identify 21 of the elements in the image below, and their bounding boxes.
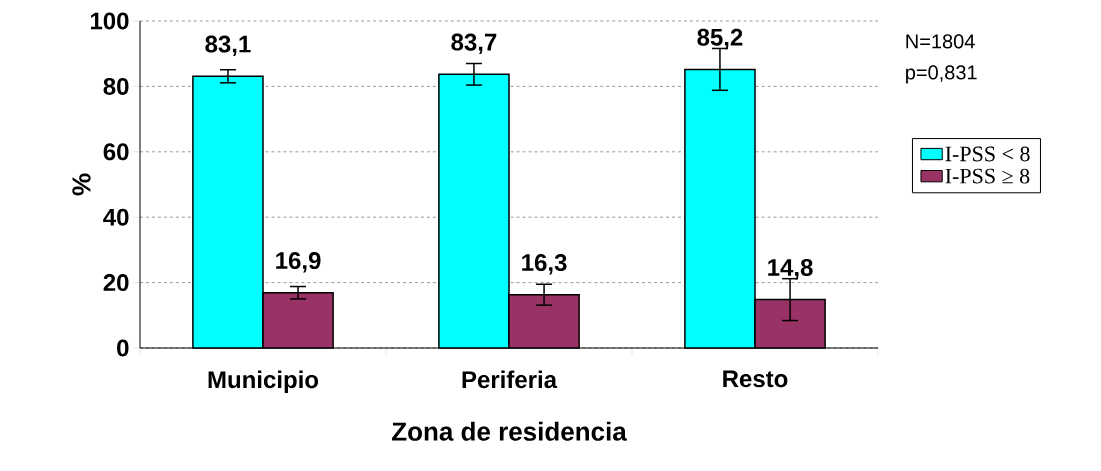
legend-label: I-PSS ≥ 8: [945, 168, 1030, 184]
y-tick-label: 0: [117, 339, 129, 357]
y-tick-label: 80: [103, 77, 129, 95]
data-label: 83,1: [205, 35, 251, 57]
y-tick-label: 20: [103, 274, 129, 292]
data-label: 85,2: [697, 28, 743, 50]
text: p=0,831: [906, 65, 977, 84]
y-tick-label: 40: [103, 208, 129, 226]
data-label: 16,3: [522, 254, 567, 275]
data-label: 83,7: [451, 33, 497, 55]
y-tick-label: 60: [103, 143, 129, 161]
y-axis-title: %: [72, 173, 91, 196]
y-tick-label: 100: [90, 12, 129, 30]
x-tick-label: Municipio: [208, 370, 319, 393]
data-label: 14,8: [768, 258, 813, 280]
data-label: 16,9: [276, 252, 321, 273]
text: N=1804: [906, 34, 975, 49]
x-tick-label: Periferia: [462, 370, 558, 389]
x-tick-label: Resto: [723, 370, 788, 388]
legend-label: I-PSS < 8: [945, 146, 1030, 162]
x-axis-title: Zona de residencia: [392, 421, 627, 441]
